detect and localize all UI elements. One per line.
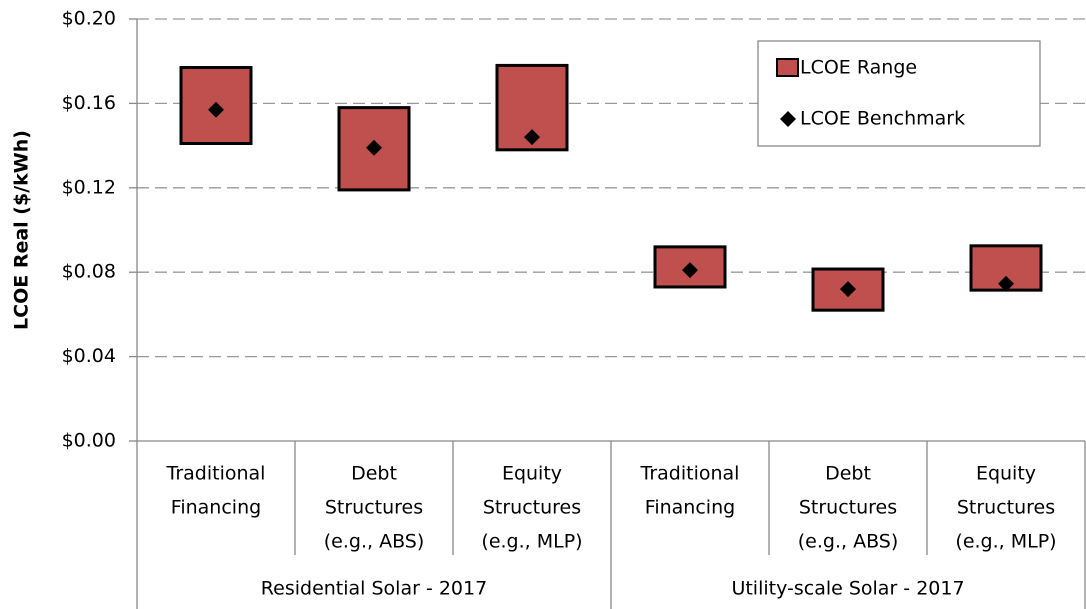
x-tick-label: Financing: [171, 497, 261, 519]
x-tick-label: Debt: [351, 463, 397, 485]
x-tick-label: Equity: [976, 463, 1036, 485]
x-tick-label: Traditional: [640, 463, 740, 485]
legend-marker: [780, 111, 796, 127]
x-tick-label: Equity: [502, 463, 562, 485]
benchmark-marker: [998, 275, 1014, 292]
legend-label: LCOE Benchmark: [800, 108, 965, 130]
y-tick-label: $0.16: [62, 92, 116, 114]
x-tick-label: Financing: [645, 497, 735, 519]
x-tick-label: Traditional: [166, 463, 266, 485]
x-tick-label: Structures: [483, 497, 581, 519]
x-tick-label: Structures: [799, 497, 897, 519]
x-tick-label: (e.g., ABS): [798, 531, 899, 553]
x-tick-label: Structures: [325, 497, 423, 519]
range-bar: [653, 245, 727, 289]
y-tick-label: $0.08: [62, 261, 116, 283]
benchmark-marker: [366, 139, 382, 156]
benchmark-marker: [682, 262, 698, 279]
x-tick-label: Structures: [957, 497, 1055, 519]
legend-swatch: [776, 58, 799, 77]
y-tick-label: $0.04: [62, 345, 116, 367]
x-tick-label: Debt: [825, 463, 871, 485]
benchmark-marker: [208, 101, 224, 118]
legend-box: [757, 40, 1041, 147]
legend-label: LCOE Range: [800, 57, 917, 79]
benchmark-marker: [840, 281, 856, 298]
x-tick-label: (e.g., MLP): [955, 531, 1056, 553]
group-label: Residential Solar - 2017: [261, 578, 487, 600]
y-tick-label: $0.12: [62, 176, 116, 198]
x-tick-label: (e.g., ABS): [324, 531, 425, 553]
benchmark-marker: [524, 129, 540, 146]
y-tick-label: $0.20: [62, 8, 116, 30]
x-tick-label: (e.g., MLP): [481, 531, 582, 553]
y-tick-label: $0.00: [62, 430, 116, 452]
group-label: Utility-scale Solar - 2017: [731, 578, 964, 600]
y-axis-title: LCOE Real ($/kWh): [11, 130, 33, 330]
